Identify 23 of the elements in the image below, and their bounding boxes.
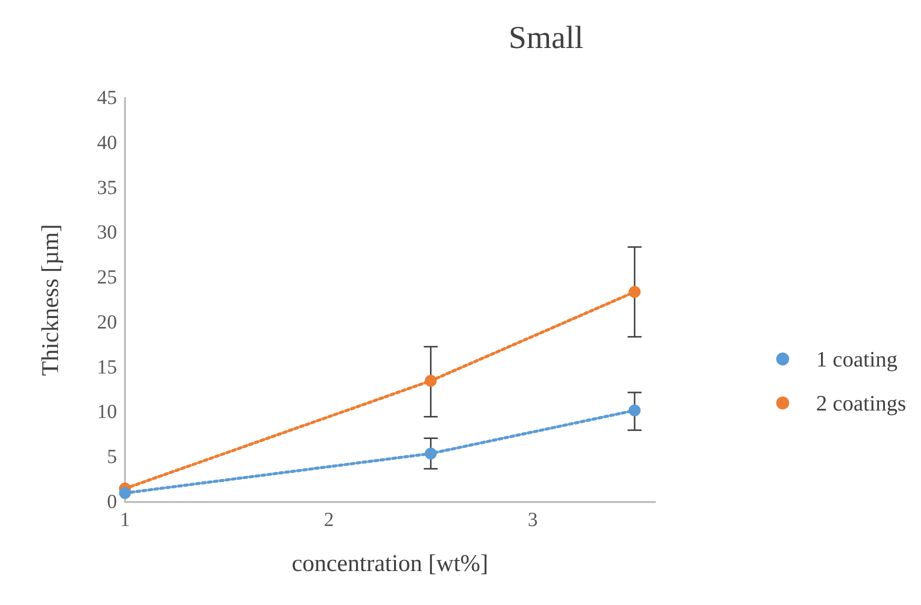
point	[424, 374, 437, 387]
y-tick-label: 0	[107, 491, 117, 513]
y-tick-label: 20	[97, 311, 117, 334]
y-tick-label: 35	[97, 176, 117, 199]
x-tick-label: 3	[528, 509, 538, 531]
point	[628, 404, 641, 416]
point	[628, 286, 641, 298]
y-tick-label: 5	[107, 446, 117, 468]
y-tick-label: 10	[97, 401, 117, 424]
x-axis-title: concentration [wt%]	[292, 551, 488, 577]
x-tick-label: 1	[120, 509, 130, 531]
y-tick-label: 25	[97, 266, 117, 289]
y-tick-label: 15	[97, 356, 117, 378]
chart-title: Small	[508, 19, 584, 55]
x-tick-label: 2	[324, 509, 334, 531]
point	[119, 487, 131, 500]
y-tick-label: 40	[97, 132, 117, 154]
legend-label: 1 coating	[816, 346, 898, 372]
y-tick-label: 45	[97, 87, 117, 109]
y-tick-label: 30	[97, 222, 117, 244]
point	[424, 448, 437, 460]
y-axis-title: Thickness [µm]	[38, 224, 64, 376]
legend-label: 2 coatings	[816, 390, 906, 416]
